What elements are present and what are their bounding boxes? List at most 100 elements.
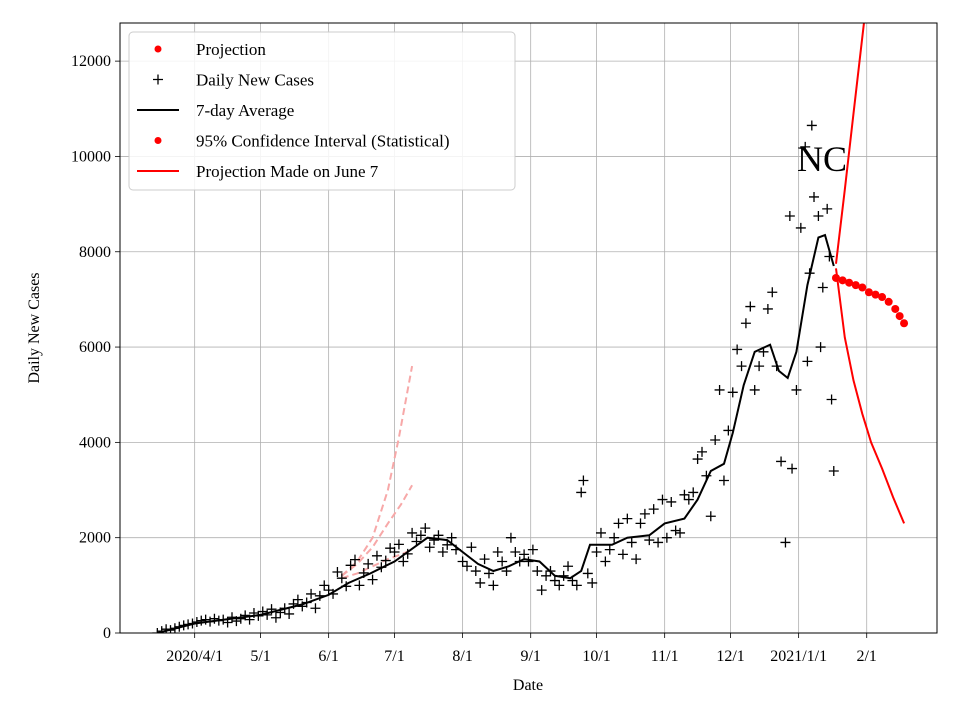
x-tick-label: 2020/4/1 bbox=[166, 648, 223, 665]
projection-point bbox=[900, 319, 909, 328]
x-tick-label: 6/1 bbox=[318, 648, 338, 665]
daily-case-marker bbox=[679, 489, 690, 500]
daily-case-marker bbox=[809, 191, 820, 202]
y-tick-label: 2000 bbox=[79, 530, 111, 547]
daily-case-marker bbox=[822, 203, 833, 214]
daily-case-marker bbox=[363, 558, 374, 569]
daily-case-marker bbox=[457, 556, 468, 567]
x-tick-label: 2/1 bbox=[856, 648, 876, 665]
legend-label: Projection Made on June 7 bbox=[196, 162, 379, 181]
daily-case-marker bbox=[523, 556, 534, 567]
daily-case-marker bbox=[800, 141, 811, 152]
projection-point bbox=[864, 288, 873, 297]
legend: Projection Daily New Cases 7-day Average 95… bbox=[128, 31, 516, 191]
daily-case-marker bbox=[762, 303, 773, 314]
daily-case-marker bbox=[270, 612, 281, 623]
daily-case-marker bbox=[609, 532, 620, 543]
daily-case-marker bbox=[420, 523, 431, 534]
daily-case-marker bbox=[578, 475, 589, 486]
daily-case-marker bbox=[196, 615, 207, 626]
daily-case-marker bbox=[424, 542, 435, 553]
x-tick-label: 9/1 bbox=[520, 648, 540, 665]
daily-case-marker bbox=[519, 549, 530, 560]
daily-case-marker bbox=[815, 342, 826, 353]
daily-case-marker bbox=[393, 539, 404, 550]
projection-point bbox=[871, 290, 880, 299]
daily-case-marker bbox=[754, 361, 765, 372]
daily-case-marker bbox=[776, 456, 787, 467]
y-tick-label: 12000 bbox=[71, 53, 111, 70]
daily-case-marker bbox=[310, 603, 321, 614]
daily-case-marker bbox=[657, 494, 668, 505]
daily-case-marker bbox=[345, 560, 356, 571]
daily-case-marker bbox=[692, 454, 703, 465]
daily-case-marker bbox=[639, 508, 650, 519]
y-tick-label: 0 bbox=[103, 625, 111, 642]
projection-point bbox=[884, 297, 893, 306]
daily-case-marker bbox=[536, 585, 547, 596]
daily-case-marker bbox=[648, 504, 659, 515]
daily-case-marker bbox=[795, 222, 806, 233]
legend-dot-marker bbox=[154, 45, 162, 53]
daily-case-marker bbox=[497, 556, 508, 567]
daily-case-marker bbox=[826, 394, 837, 405]
daily-case-marker bbox=[718, 475, 729, 486]
projection-point bbox=[891, 304, 900, 313]
daily-case-marker bbox=[549, 575, 560, 586]
daily-case-marker bbox=[635, 518, 646, 529]
daily-case-marker bbox=[745, 301, 756, 312]
daily-case-marker bbox=[784, 211, 795, 222]
projection-point bbox=[858, 283, 867, 292]
ci-lower-line bbox=[835, 268, 906, 524]
daily-case-marker bbox=[479, 554, 490, 565]
annotation-label: NC bbox=[797, 139, 847, 179]
x-tick-label: 10/1 bbox=[582, 648, 610, 665]
daily-case-marker bbox=[740, 318, 751, 329]
projection-point bbox=[878, 293, 887, 302]
daily-case-marker bbox=[604, 544, 615, 555]
daily-case-marker bbox=[828, 465, 839, 476]
daily-case-marker bbox=[644, 535, 655, 546]
daily-case-marker bbox=[622, 513, 633, 524]
x-tick-label: 11/1 bbox=[651, 648, 679, 665]
daily-case-marker bbox=[488, 580, 499, 591]
daily-case-marker bbox=[723, 425, 734, 436]
daily-case-marker bbox=[505, 532, 516, 543]
daily-case-marker bbox=[152, 628, 163, 633]
legend-box bbox=[128, 31, 516, 191]
daily-case-marker bbox=[727, 387, 738, 398]
projection-point bbox=[851, 281, 860, 290]
daily-case-marker bbox=[389, 546, 400, 557]
y-tick-label: 10000 bbox=[71, 148, 111, 165]
daily-case-marker bbox=[791, 384, 802, 395]
legend-label: 7-day Average bbox=[196, 101, 294, 120]
daily-case-marker bbox=[787, 463, 798, 474]
daily-case-marker bbox=[209, 613, 220, 624]
y-tick-label: 4000 bbox=[79, 434, 111, 451]
projection-point bbox=[838, 276, 847, 285]
x-tick-label: 8/1 bbox=[452, 648, 472, 665]
seven-day-average-line bbox=[157, 233, 835, 633]
daily-case-marker bbox=[349, 554, 360, 565]
y-tick-label: 6000 bbox=[79, 339, 111, 356]
daily-case-marker bbox=[483, 568, 494, 579]
legend-label: Projection bbox=[196, 40, 266, 59]
daily-case-marker bbox=[398, 556, 409, 567]
daily-case-marker bbox=[475, 577, 486, 588]
daily-case-marker bbox=[817, 282, 828, 293]
ci-upper-line bbox=[835, 23, 865, 264]
daily-case-marker bbox=[714, 384, 725, 395]
daily-case-marker bbox=[415, 530, 426, 541]
daily-case-marker bbox=[710, 434, 721, 445]
daily-case-marker bbox=[367, 574, 378, 585]
x-tick-label: 7/1 bbox=[384, 648, 404, 665]
daily-case-marker bbox=[683, 494, 694, 505]
daily-case-marker bbox=[571, 580, 582, 591]
daily-case-marker bbox=[617, 549, 628, 560]
y-axis-label: Daily New Cases bbox=[26, 272, 43, 383]
x-tick-label: 5/1 bbox=[250, 648, 270, 665]
daily-case-marker bbox=[354, 580, 365, 591]
daily-case-marker bbox=[631, 554, 642, 565]
daily-case-marker bbox=[429, 535, 440, 546]
daily-case-marker bbox=[600, 556, 611, 567]
